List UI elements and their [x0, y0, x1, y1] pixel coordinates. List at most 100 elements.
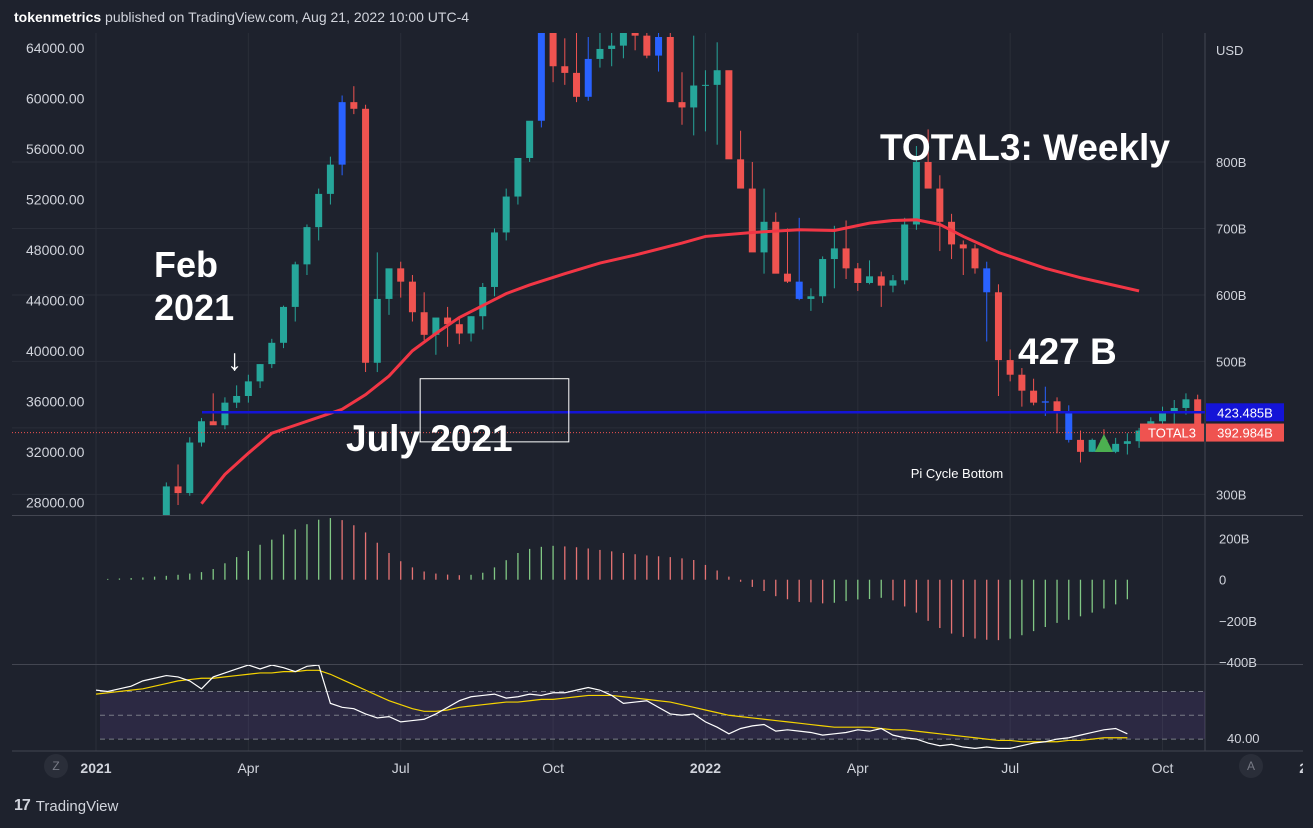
candle-body[interactable]: [713, 70, 721, 85]
candle-body[interactable]: [1053, 401, 1061, 414]
candle-body[interactable]: [373, 298, 381, 363]
rsi-lines: [95, 665, 1205, 749]
candle-body[interactable]: [432, 317, 440, 335]
candle-body[interactable]: [1018, 374, 1026, 391]
candle-body[interactable]: [678, 102, 686, 108]
candle-body[interactable]: [514, 157, 522, 197]
last-price-tag: [1206, 423, 1284, 442]
candle-body[interactable]: [362, 108, 370, 363]
footer: 17 TradingView: [14, 797, 118, 815]
candle-body[interactable]: [1006, 360, 1014, 375]
candle-body[interactable]: [1194, 399, 1202, 433]
candle-body[interactable]: [549, 33, 557, 67]
chart-frame[interactable]: 64000.00 60000.00 56000.00 52000.00 48000.00…: [12, 33, 1313, 785]
candle-body[interactable]: [631, 33, 639, 36]
candle-body[interactable]: [959, 244, 967, 249]
candle-body[interactable]: [1112, 443, 1120, 452]
candle-body[interactable]: [502, 196, 510, 233]
auto-scale-z-button[interactable]: Z: [44, 754, 68, 778]
candle-body[interactable]: [162, 486, 170, 518]
candle-body[interactable]: [783, 273, 791, 282]
candle-body[interactable]: [842, 248, 850, 269]
candle-body[interactable]: [197, 421, 205, 443]
candle-body[interactable]: [936, 188, 944, 222]
candle-body[interactable]: [760, 221, 768, 253]
candle-body[interactable]: [912, 161, 920, 225]
candle-body[interactable]: [408, 281, 416, 313]
candle-body[interactable]: [338, 102, 346, 165]
candle-body[interactable]: [291, 264, 299, 307]
candle-body[interactable]: [889, 280, 897, 286]
candle-body[interactable]: [573, 72, 581, 97]
candle-body[interactable]: [1065, 413, 1073, 440]
candle-body[interactable]: [561, 66, 569, 73]
chart-svg[interactable]: 64000.00 60000.00 56000.00 52000.00 48000.00…: [12, 33, 1313, 785]
candle-body[interactable]: [854, 268, 862, 283]
candle-body[interactable]: [537, 33, 545, 121]
candle-body[interactable]: [948, 221, 956, 245]
candle-body[interactable]: [268, 342, 276, 365]
candle-body[interactable]: [666, 36, 674, 103]
candle-body[interactable]: [186, 442, 194, 494]
rsi-line: [95, 665, 1128, 749]
candle-body[interactable]: [1123, 441, 1131, 444]
candle-body[interactable]: [596, 48, 604, 59]
candle-body[interactable]: [350, 102, 358, 109]
candle-body[interactable]: [866, 276, 874, 283]
candle-body[interactable]: [455, 324, 463, 334]
candle-body[interactable]: [256, 364, 264, 382]
candle-body[interactable]: [690, 85, 698, 108]
candle-body[interactable]: [971, 248, 979, 269]
candle-body[interactable]: [877, 276, 885, 286]
candle-body[interactable]: [151, 518, 158, 545]
candle-body[interactable]: [467, 316, 475, 334]
candle-body[interactable]: [326, 164, 334, 194]
candle-body[interactable]: [479, 286, 487, 317]
candle-body[interactable]: [748, 188, 756, 253]
last-price-value: 392.984B: [1217, 426, 1273, 441]
candle-body[interactable]: [385, 268, 393, 299]
candle-body[interactable]: [1041, 401, 1049, 403]
candle-body[interactable]: [994, 292, 1002, 361]
candle-body[interactable]: [830, 248, 838, 260]
candle-body[interactable]: [983, 268, 991, 293]
candle-body[interactable]: [772, 221, 780, 274]
july-2021-box[interactable]: [419, 378, 570, 443]
candle-body[interactable]: [209, 421, 217, 426]
candle-body[interactable]: [1170, 407, 1178, 413]
candle-body[interactable]: [174, 486, 182, 494]
candle-body[interactable]: [901, 224, 909, 281]
candle-body[interactable]: [608, 45, 616, 49]
candle-body[interactable]: [315, 193, 323, 228]
candle-body[interactable]: [807, 296, 815, 299]
candle-body[interactable]: [280, 306, 288, 343]
candle-body[interactable]: [1088, 439, 1096, 452]
candle-body[interactable]: [737, 159, 745, 189]
candle-body[interactable]: [221, 402, 229, 426]
candle-body[interactable]: [420, 312, 428, 335]
candle-body[interactable]: [643, 35, 651, 56]
candle-body[interactable]: [725, 70, 733, 160]
candle-body[interactable]: [303, 227, 311, 265]
candle-body[interactable]: [444, 317, 452, 325]
candle-body[interactable]: [655, 36, 663, 56]
candle-body[interactable]: [490, 232, 498, 287]
candle-body[interactable]: [139, 546, 146, 551]
candle-body[interactable]: [819, 259, 827, 297]
candle-body[interactable]: [701, 84, 709, 86]
candle-body[interactable]: [795, 281, 803, 299]
candle-body[interactable]: [1076, 439, 1084, 452]
candle-body[interactable]: [924, 161, 932, 189]
auto-scale-a-button[interactable]: A: [1239, 754, 1263, 778]
price-pane[interactable]: [12, 33, 1205, 558]
candle-body[interactable]: [584, 58, 592, 97]
candle-body[interactable]: [1030, 390, 1038, 403]
candle-body[interactable]: [619, 33, 627, 46]
candle-body[interactable]: [244, 381, 252, 396]
candle-body[interactable]: [397, 268, 405, 282]
candle-body[interactable]: [1135, 430, 1143, 442]
candle-body[interactable]: [233, 395, 241, 403]
candle-body[interactable]: [526, 120, 534, 158]
candle-body[interactable]: [1182, 399, 1190, 408]
candle-body[interactable]: [1159, 412, 1167, 422]
